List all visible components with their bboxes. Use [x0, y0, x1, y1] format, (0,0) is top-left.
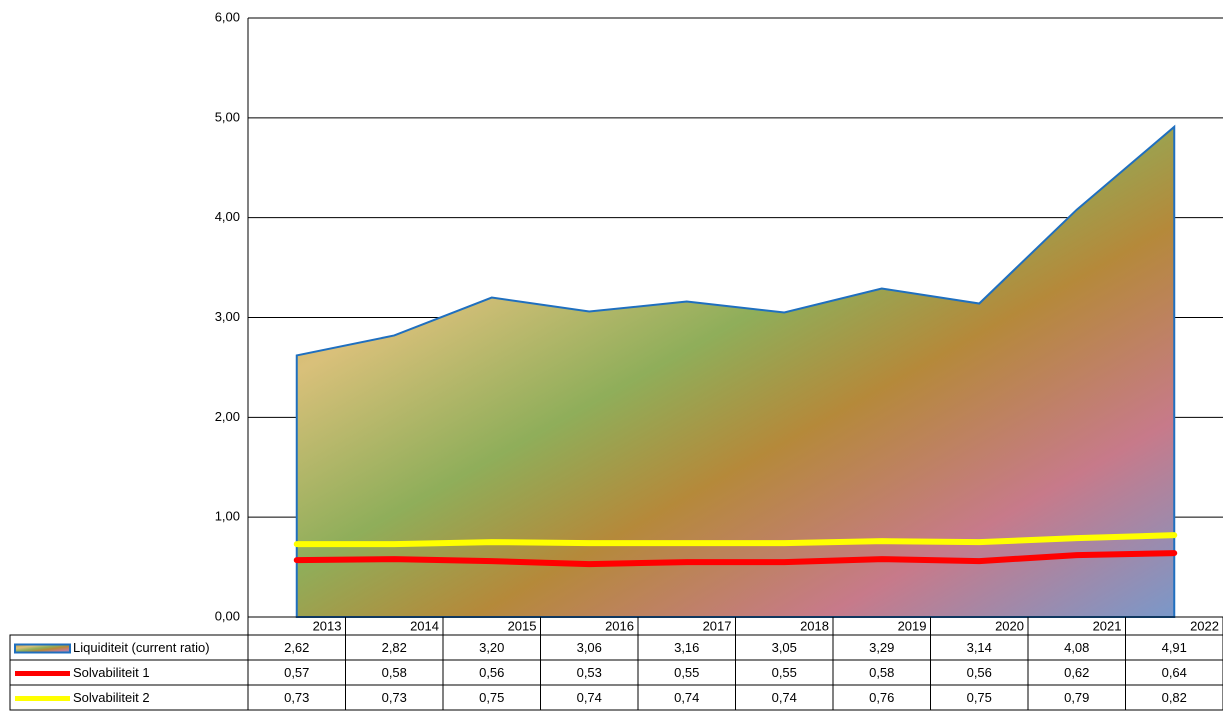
table-value: 0,73	[284, 690, 309, 705]
table-value: 3,29	[869, 640, 894, 655]
x-tick-label: 2021	[1093, 618, 1122, 633]
table-value: 0,64	[1162, 665, 1187, 680]
y-tick-label: 4,00	[215, 209, 240, 224]
x-tick-label: 2015	[508, 618, 537, 633]
page: 0,00 1,00 2,00 3,00 4,00 5,00 6,00 2013 2014 2015…	[0, 0, 1223, 715]
table-value: 3,14	[967, 640, 992, 655]
x-tick-label: 2020	[995, 618, 1024, 633]
table-value: 0,74	[674, 690, 699, 705]
table-value: 0,56	[479, 665, 504, 680]
table-value: 0,82	[1162, 690, 1187, 705]
y-tick-label: 3,00	[215, 309, 240, 324]
x-tick-label: 2017	[703, 618, 732, 633]
y-tick-label: 2,00	[215, 409, 240, 424]
table-value: 0,58	[869, 665, 894, 680]
table-value: 0,55	[674, 665, 699, 680]
table-value: 2,82	[382, 640, 407, 655]
legend-label: Solvabiliteit 2	[73, 690, 150, 705]
y-tick-label: 6,00	[215, 9, 240, 24]
table-value: 0,53	[577, 665, 602, 680]
table-value: 4,08	[1064, 640, 1089, 655]
table-value: 0,75	[967, 690, 992, 705]
table-value: 0,74	[772, 690, 797, 705]
table-value: 3,20	[479, 640, 504, 655]
table-value: 3,05	[772, 640, 797, 655]
x-tick-label: 2022	[1190, 618, 1219, 633]
table-value: 0,75	[479, 690, 504, 705]
table-value: 0,58	[382, 665, 407, 680]
legend-label: Solvabiliteit 1	[73, 665, 150, 680]
table-value: 4,91	[1162, 640, 1187, 655]
table-value: 3,16	[674, 640, 699, 655]
y-tick-label: 0,00	[215, 608, 240, 623]
x-tick-label: 2016	[605, 618, 634, 633]
chart: 0,00 1,00 2,00 3,00 4,00 5,00 6,00 2013 2014 2015…	[0, 0, 1223, 715]
table-value: 0,76	[869, 690, 894, 705]
legend-swatch	[15, 645, 70, 653]
table-value: 3,06	[577, 640, 602, 655]
y-tick-label: 5,00	[215, 109, 240, 124]
x-tick-label: 2019	[898, 618, 927, 633]
table-value: 0,57	[284, 665, 309, 680]
table-value: 0,62	[1064, 665, 1089, 680]
x-tick-label: 2018	[800, 618, 829, 633]
table-value: 2,62	[284, 640, 309, 655]
table-value: 0,74	[577, 690, 602, 705]
legend-label: Liquiditeit (current ratio)	[73, 640, 210, 655]
x-tick-label: 2014	[410, 618, 439, 633]
table-value: 0,55	[772, 665, 797, 680]
table-value: 0,79	[1064, 690, 1089, 705]
table-value: 0,56	[967, 665, 992, 680]
y-tick-label: 1,00	[215, 509, 240, 524]
x-tick-label: 2013	[313, 618, 342, 633]
table-value: 0,73	[382, 690, 407, 705]
